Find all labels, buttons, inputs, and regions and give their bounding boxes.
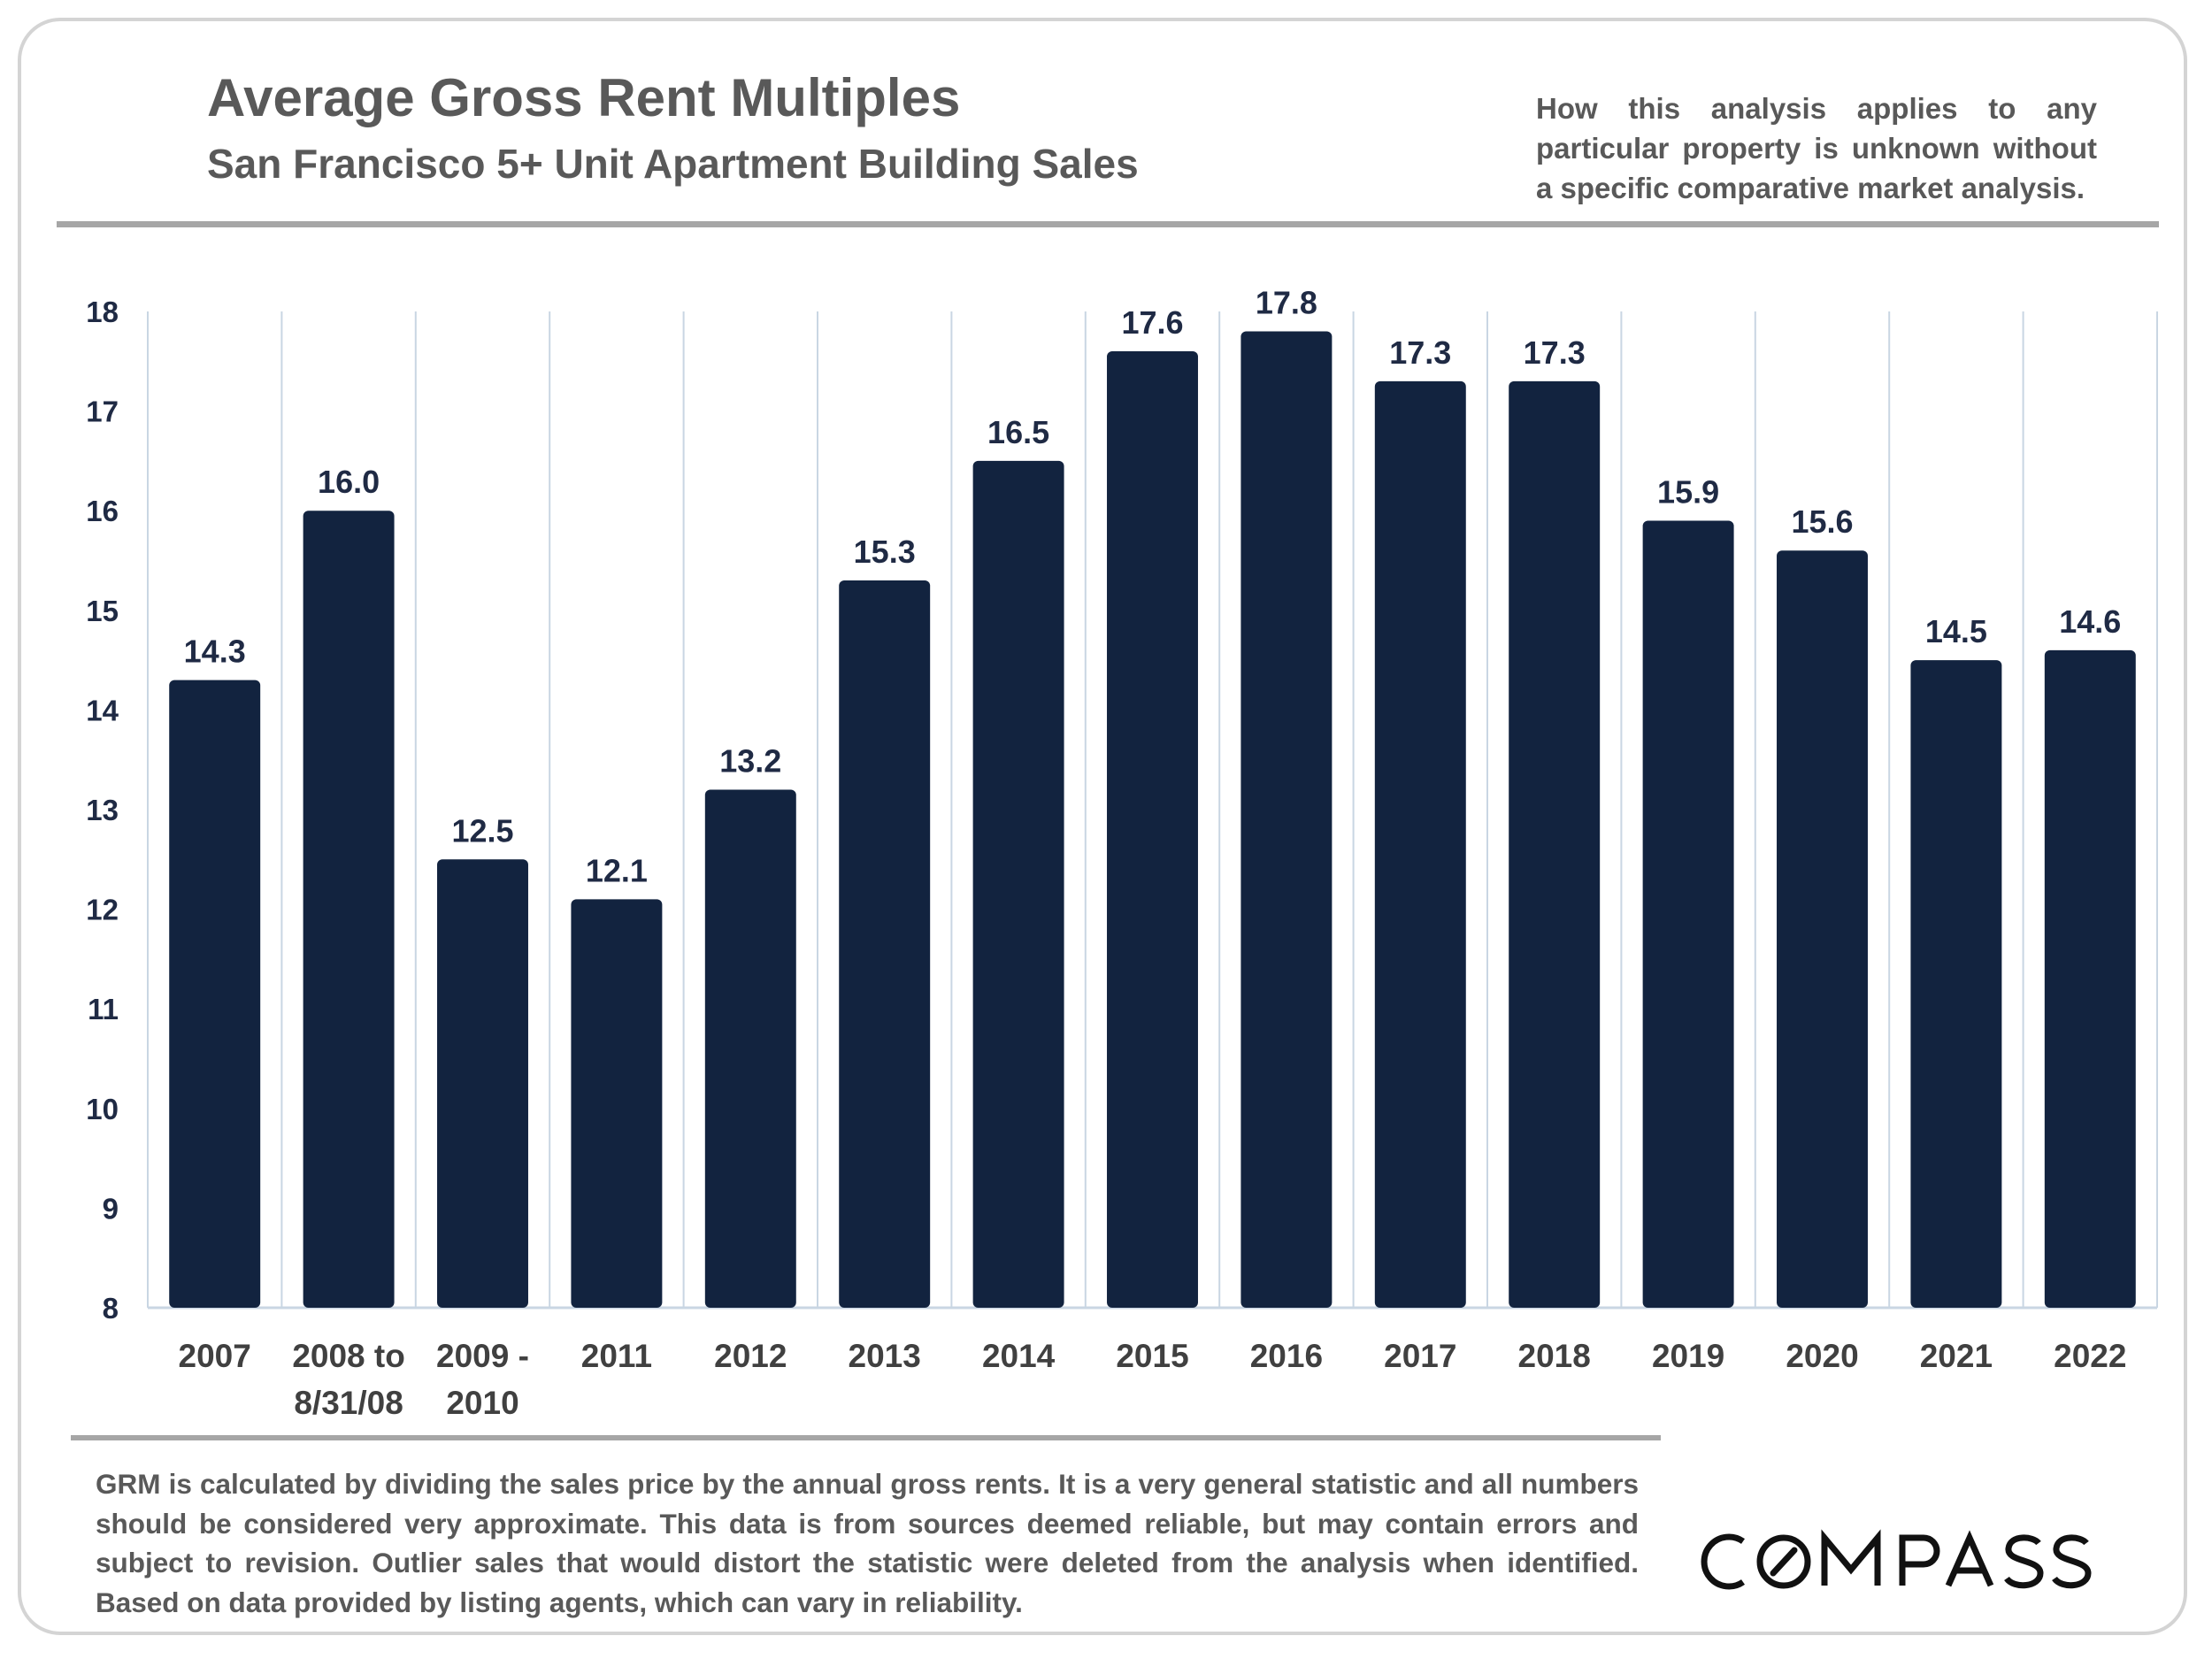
footer-divider — [71, 1435, 1661, 1440]
bar — [571, 899, 663, 1308]
data-label: 15.3 — [854, 534, 916, 570]
x-tick-label: 2010 — [446, 1385, 518, 1421]
y-tick-label: 14 — [86, 694, 119, 726]
bar — [1240, 331, 1333, 1308]
value-labels: 14.3 16.0 12.5 12.1 13.2 15.3 16.5 17.6 17.8 17.3… — [184, 285, 2122, 889]
y-tick-label: 15 — [86, 595, 119, 627]
compass-logo — [1701, 1529, 2092, 1590]
x-tick-label: 2011 — [581, 1338, 652, 1374]
chart-title: Average Gross Rent Multiples — [207, 68, 961, 127]
bars — [169, 331, 2136, 1308]
bar-chart: 14.3 16.0 12.5 12.1 13.2 15.3 16.5 17.6 17.8 17.3… — [86, 285, 2158, 1421]
data-label: 12.1 — [586, 852, 648, 888]
x-tick-label: 2018 — [1518, 1338, 1591, 1374]
data-label: 17.3 — [1389, 334, 1451, 371]
data-label: 16.0 — [318, 464, 380, 500]
data-label: 17.6 — [1121, 304, 1183, 341]
data-label: 14.6 — [2059, 603, 2121, 640]
x-tick-label: 2013 — [849, 1338, 921, 1374]
bar — [704, 789, 796, 1308]
x-tick-label: 2009 - — [436, 1338, 529, 1374]
bar — [1910, 660, 2002, 1308]
x-tick-label: 2007 — [179, 1338, 251, 1374]
y-tick-label: 18 — [86, 296, 119, 328]
data-label: 14.3 — [184, 634, 246, 670]
y-tick-label: 8 — [103, 1292, 119, 1325]
x-tick-label: 2017 — [1384, 1338, 1456, 1374]
x-axis-categories: 2007 2008 to 8/31/08 2009 - 2010 2011 2012 2013… — [179, 1338, 2127, 1421]
y-tick-label: 17 — [86, 396, 119, 428]
bar — [303, 511, 395, 1308]
data-label: 15.9 — [1657, 473, 1719, 510]
data-label: 17.3 — [1524, 334, 1586, 371]
chart-frame — [18, 18, 2187, 1635]
x-tick-label: 2014 — [982, 1338, 1056, 1374]
data-label: 13.2 — [719, 742, 781, 779]
y-tick-label: 9 — [103, 1192, 119, 1225]
bar — [2044, 649, 2136, 1308]
y-tick-label: 12 — [86, 894, 119, 926]
chart-subtitle: San Francisco 5+ Unit Apartment Building… — [207, 141, 1139, 187]
bar — [169, 680, 261, 1308]
y-tick-label: 10 — [86, 1093, 119, 1125]
x-tick-label: 2015 — [1116, 1338, 1188, 1374]
bar — [1642, 520, 1734, 1308]
x-tick-label: 2020 — [1786, 1338, 1858, 1374]
data-label: 12.5 — [451, 812, 513, 849]
bar — [1509, 380, 1601, 1308]
y-tick-label: 13 — [86, 794, 119, 826]
bar — [972, 460, 1064, 1308]
disclaimer-text: How this analysis applies to any particu… — [1536, 92, 2097, 204]
data-label: 16.5 — [987, 414, 1049, 450]
x-tick-label: 2016 — [1250, 1338, 1323, 1374]
bar — [1374, 380, 1466, 1308]
y-tick-label: 11 — [88, 993, 119, 1025]
bar — [839, 580, 931, 1308]
data-label: 14.5 — [1925, 613, 1987, 649]
y-axis-ticks: 8 9 10 11 12 13 14 15 16 17 18 — [86, 296, 119, 1325]
data-label: 15.6 — [1791, 503, 1853, 540]
x-tick-label: 2022 — [2054, 1338, 2126, 1374]
x-tick-label: 2012 — [714, 1338, 787, 1374]
bar — [1107, 351, 1198, 1308]
y-tick-label: 16 — [86, 495, 119, 527]
x-tick-label: 8/31/08 — [294, 1385, 403, 1421]
header-divider — [57, 221, 2159, 227]
x-tick-label: 2021 — [1920, 1338, 1993, 1374]
x-tick-label: 2008 to — [292, 1338, 405, 1374]
footnote-text: GRM is calculated by dividing the sales … — [96, 1468, 1639, 1618]
x-tick-label: 2019 — [1652, 1338, 1724, 1374]
bar — [437, 859, 528, 1308]
bar — [1777, 550, 1868, 1308]
data-label: 17.8 — [1256, 285, 1317, 321]
